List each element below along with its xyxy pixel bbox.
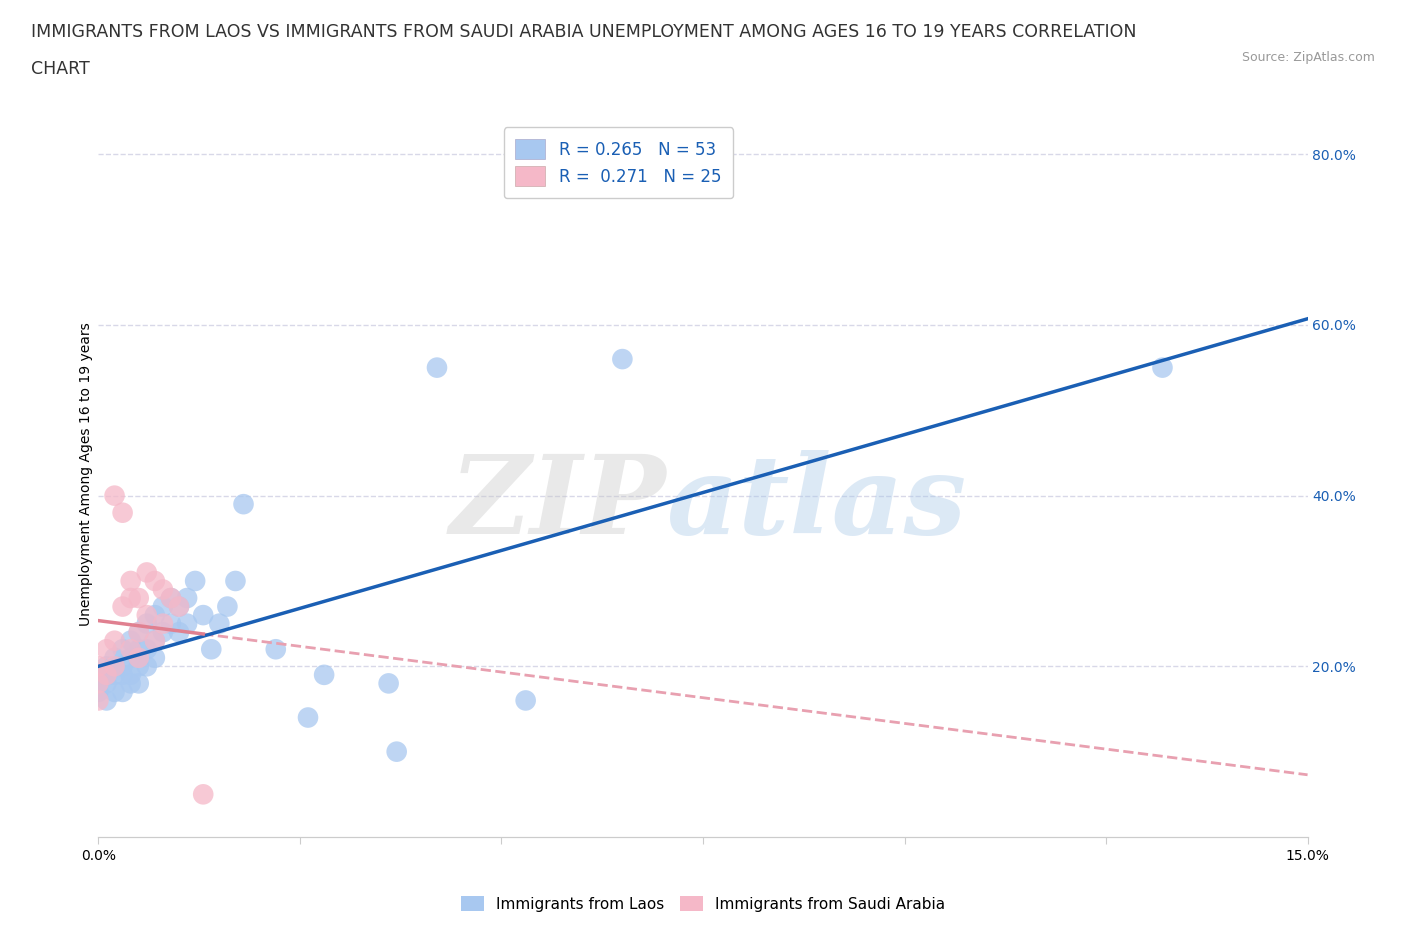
Point [120,642,142,657]
Point [120,668,142,683]
Text: IMMIGRANTS FROM LAOS VS IMMIGRANTS FROM SAUDI ARABIA UNEMPLOYMENT AMONG AGES 16 : IMMIGRANTS FROM LAOS VS IMMIGRANTS FROM … [31,23,1136,41]
Point [128,658,150,673]
Point [87,684,110,699]
Text: Source: ZipAtlas.com: Source: ZipAtlas.com [1241,51,1375,64]
Point [176,617,198,631]
Point [96,642,118,657]
Point [128,642,150,657]
Point [96,658,118,673]
Point [167,599,190,614]
Point [87,676,110,691]
Point [385,744,408,759]
Text: ZIP: ZIP [450,449,666,557]
Point [612,352,634,366]
Point [426,360,449,375]
Point [152,582,174,597]
Point [143,633,166,648]
Point [128,625,150,640]
Point [111,668,134,683]
Legend: R = 0.265   N = 53, R =  0.271   N = 25: R = 0.265 N = 53, R = 0.271 N = 25 [503,127,733,198]
Legend: Immigrants from Laos, Immigrants from Saudi Arabia: Immigrants from Laos, Immigrants from Sa… [456,889,950,918]
Point [103,668,125,683]
Point [111,684,134,699]
Point [152,599,174,614]
Point [193,607,215,622]
Text: CHART: CHART [31,60,90,78]
Point [120,650,142,665]
Point [135,658,157,673]
Point [135,607,157,622]
Point [103,488,125,503]
Point [217,599,239,614]
Point [120,633,142,648]
Point [111,505,134,520]
Point [96,693,118,708]
Point [160,591,183,605]
Point [515,693,537,708]
Point [224,574,246,589]
Point [167,625,190,640]
Point [135,565,157,580]
Point [297,711,319,725]
Point [96,668,118,683]
Point [128,650,150,665]
Point [143,607,166,622]
Point [160,617,183,631]
Point [152,617,174,631]
Point [96,676,118,691]
Point [120,676,142,691]
Point [208,617,231,631]
Point [87,693,110,708]
Point [377,676,399,691]
Point [128,625,150,640]
Point [1152,360,1174,375]
Point [96,668,118,683]
Point [135,642,157,657]
Point [111,642,134,657]
Point [143,574,166,589]
Text: atlas: atlas [666,449,967,557]
Point [128,591,150,605]
Point [176,591,198,605]
Point [314,668,336,683]
Point [111,599,134,614]
Point [87,668,110,683]
Point [87,658,110,673]
Point [111,658,134,673]
Point [120,574,142,589]
Point [120,591,142,605]
Point [103,658,125,673]
Point [160,591,183,605]
Point [103,650,125,665]
Point [184,574,207,589]
Point [128,676,150,691]
Point [103,658,125,673]
Y-axis label: Unemployment Among Ages 16 to 19 years: Unemployment Among Ages 16 to 19 years [79,323,93,626]
Point [264,642,287,657]
Point [87,676,110,691]
Point [193,787,215,802]
Point [143,650,166,665]
Point [232,497,254,512]
Point [103,633,125,648]
Point [143,633,166,648]
Point [152,625,174,640]
Point [103,684,125,699]
Point [167,599,190,614]
Point [200,642,222,657]
Point [135,617,157,631]
